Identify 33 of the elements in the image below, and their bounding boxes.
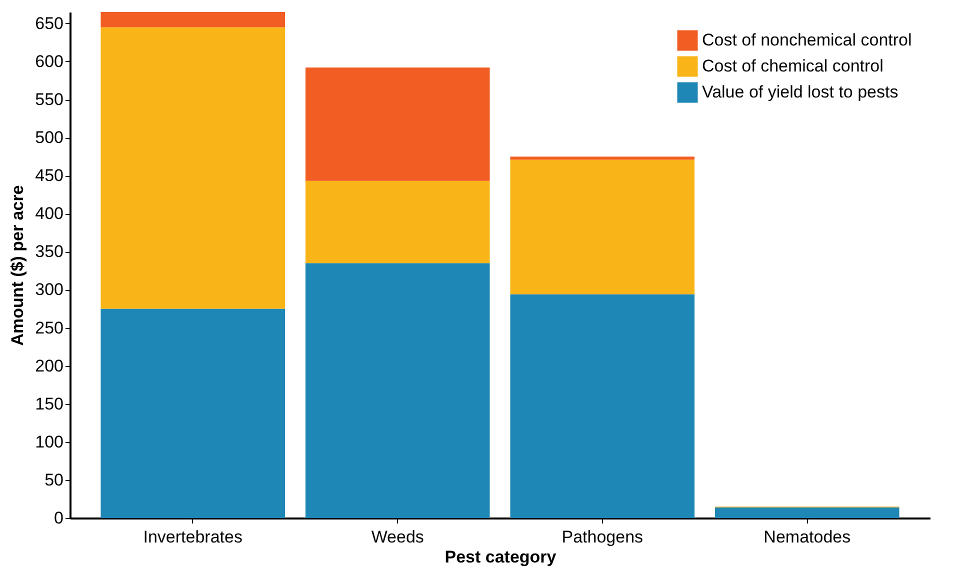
x-tick-label: Pathogens	[562, 528, 644, 546]
y-tick-label: 100	[35, 432, 64, 452]
y-tick-label: 250	[35, 318, 64, 338]
y-tick-label: 300	[35, 280, 64, 300]
bar	[305, 263, 490, 518]
y-tick-label: 350	[35, 242, 64, 262]
x-tick-label: Weeds	[371, 528, 424, 546]
bar	[100, 308, 285, 518]
y-tick-label: 450	[35, 166, 64, 186]
y-tick-label: 600	[35, 52, 64, 71]
x-axis-title: Pest category	[444, 548, 557, 566]
legend-label: Value of yield lost to pests	[702, 82, 898, 102]
y-tick-label: 550	[35, 90, 64, 110]
bar	[510, 294, 695, 518]
legend-label: Cost of nonchemical control	[702, 30, 912, 50]
bar	[510, 156, 695, 160]
y-tick-label: 50	[44, 470, 64, 490]
x-tick-label: Nematodes	[764, 528, 851, 546]
y-tick-label: 650	[35, 14, 64, 33]
y-tick-label: 150	[35, 394, 64, 414]
legend-label: Cost of chemical control	[702, 56, 884, 76]
y-tick-label: 200	[35, 356, 64, 376]
bar	[100, 27, 285, 309]
y-tick-label: 500	[35, 128, 64, 148]
y-axis-title: Amount ($) per acre	[8, 185, 28, 346]
bar	[715, 507, 900, 518]
y-tick-label: 400	[35, 204, 64, 224]
x-tick-label: Invertebrates	[143, 528, 242, 546]
bar	[510, 160, 695, 294]
bar	[100, 12, 285, 28]
bar	[305, 180, 490, 264]
y-tick-label: 0	[54, 508, 64, 528]
bar	[305, 68, 490, 181]
